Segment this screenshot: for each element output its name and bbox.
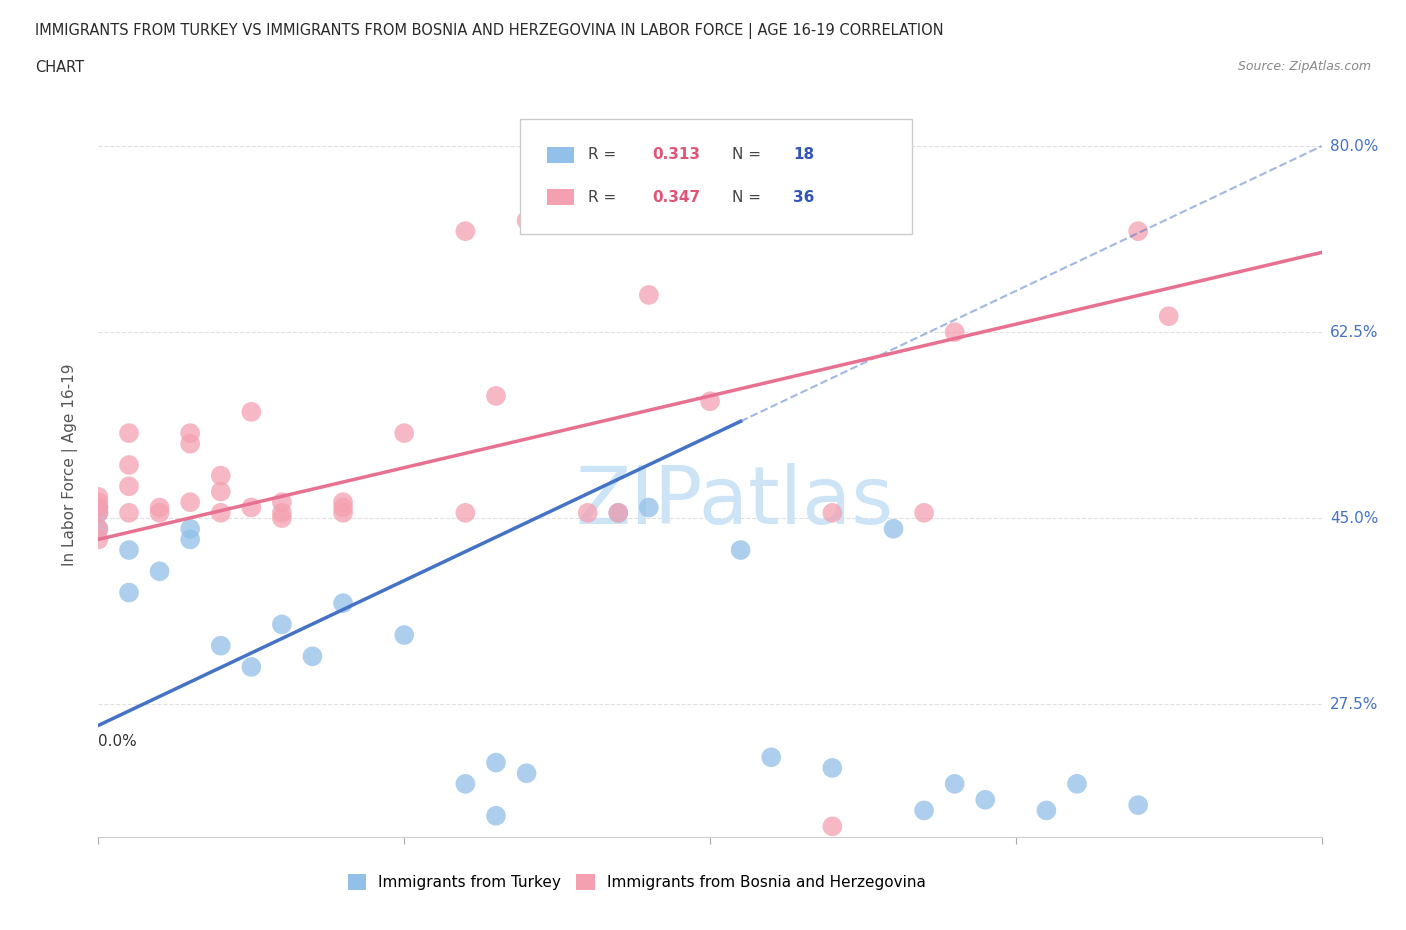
Y-axis label: In Labor Force | Age 16-19: In Labor Force | Age 16-19 (62, 364, 77, 566)
Point (821, 505, 844, 520)
Point (87, 495, 110, 510)
Point (1066, 777, 1088, 791)
Point (912, 505, 935, 520)
Point (883, 522, 905, 537)
Point (821, 819, 844, 834)
Point (1128, 798, 1150, 813)
Point (607, 505, 630, 520)
Legend: Immigrants from Turkey, Immigrants from Bosnia and Herzegovina: Immigrants from Turkey, Immigrants from … (342, 868, 932, 897)
Point (759, 750, 782, 764)
Point (118, 458, 141, 472)
Text: R =: R = (588, 190, 621, 205)
Point (240, 659, 263, 674)
Point (118, 479, 141, 494)
Point (149, 564, 172, 578)
Point (87, 522, 110, 537)
Point (240, 500, 263, 515)
Point (209, 468, 232, 483)
Point (485, 808, 508, 823)
Point (516, 213, 538, 228)
Point (118, 585, 141, 600)
Point (270, 511, 292, 525)
Point (974, 792, 997, 807)
Point (699, 393, 721, 408)
Point (87, 505, 110, 520)
Point (332, 596, 354, 611)
Point (118, 505, 141, 520)
Point (179, 426, 201, 441)
Point (637, 287, 661, 302)
Point (209, 638, 232, 653)
Point (332, 505, 354, 520)
Text: Source: ZipAtlas.com: Source: ZipAtlas.com (1237, 60, 1371, 73)
Text: 36: 36 (793, 190, 814, 205)
Point (821, 761, 844, 776)
Point (118, 542, 141, 557)
Point (392, 628, 416, 643)
Point (1035, 803, 1057, 817)
Text: N =: N = (733, 147, 766, 162)
Point (87, 522, 110, 537)
Text: CHART: CHART (35, 60, 84, 75)
Text: 0.347: 0.347 (652, 190, 700, 205)
Point (270, 505, 292, 520)
Point (209, 505, 232, 520)
Point (943, 777, 966, 791)
Point (454, 505, 477, 520)
Point (179, 532, 201, 547)
Point (179, 495, 201, 510)
Point (699, 213, 721, 228)
Text: 45.0%: 45.0% (1330, 511, 1378, 525)
Text: 18: 18 (793, 147, 814, 162)
Point (332, 495, 354, 510)
Bar (547, 189, 574, 206)
Point (516, 765, 538, 780)
Point (392, 426, 416, 441)
Point (637, 500, 661, 515)
Point (912, 803, 935, 817)
Point (270, 495, 292, 510)
Point (149, 500, 172, 515)
Point (240, 405, 263, 419)
Text: ZIPatlas: ZIPatlas (575, 463, 894, 541)
Point (485, 389, 508, 404)
Point (1157, 309, 1180, 324)
Point (454, 777, 477, 791)
Point (730, 542, 752, 557)
Point (87, 500, 110, 515)
Text: 27.5%: 27.5% (1330, 697, 1378, 711)
Point (118, 426, 141, 441)
Point (1128, 224, 1150, 239)
Text: R =: R = (588, 147, 621, 162)
Point (179, 522, 201, 537)
Point (270, 617, 292, 631)
Point (87, 489, 110, 504)
Point (485, 755, 508, 770)
Point (576, 505, 599, 520)
Point (943, 325, 966, 339)
Point (454, 224, 477, 239)
Point (87, 505, 110, 520)
Point (209, 485, 232, 499)
Point (179, 436, 201, 451)
Bar (547, 147, 574, 163)
Text: N =: N = (733, 190, 766, 205)
Point (149, 505, 172, 520)
Text: 80.0%: 80.0% (1330, 139, 1378, 153)
Text: IMMIGRANTS FROM TURKEY VS IMMIGRANTS FROM BOSNIA AND HERZEGOVINA IN LABOR FORCE : IMMIGRANTS FROM TURKEY VS IMMIGRANTS FRO… (35, 23, 943, 39)
Text: 0.0%: 0.0% (98, 735, 138, 750)
Text: 62.5%: 62.5% (1330, 325, 1378, 339)
FancyBboxPatch shape (520, 119, 912, 234)
Point (301, 649, 323, 664)
Point (87, 500, 110, 515)
Point (332, 500, 354, 515)
Text: 0.313: 0.313 (652, 147, 700, 162)
Point (607, 505, 630, 520)
Point (87, 532, 110, 547)
